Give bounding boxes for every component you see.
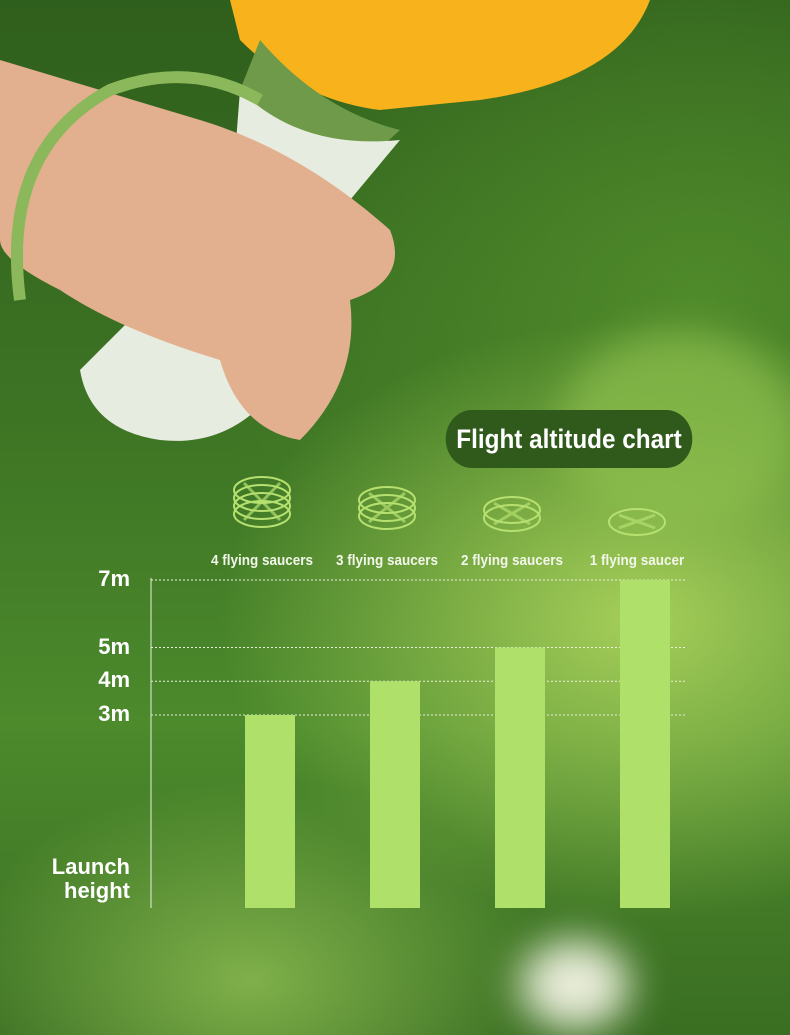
flying-saucer-icon [242,481,282,522]
flying-saucer-icon [233,492,291,520]
category-label: 1 flying saucer [589,552,685,569]
launcher-head [230,0,650,110]
flying-saucer-icon [233,484,291,512]
flying-saucer-icon [368,491,406,524]
category-label: 2 flying saucers [460,552,564,569]
category-label: 3 flying saucers [335,552,439,569]
y-tick-label: 4m [98,667,130,693]
hand [0,60,395,440]
flying-saucer-icon [233,476,291,504]
flying-saucer-icon [358,486,416,514]
y-tick-label: 7m [98,566,130,591]
category-label: 4 flying saucers [210,552,314,569]
bar [370,681,420,908]
bar [620,580,670,908]
flying-saucer-icon [358,502,416,530]
flying-saucer-icon [493,501,531,526]
flying-saucer-icon [483,504,541,532]
y-tick-label: 5m [98,633,130,659]
flying-saucer-icon [358,494,416,522]
bar [495,647,545,908]
background-bokeh [520,940,630,1030]
y-tick-label: 3m [98,701,130,726]
y-tick-label: Launch height [51,854,130,903]
wrist-strap [10,71,263,301]
flying-saucer-icon [483,496,541,524]
bar [245,715,295,908]
flying-saucer-icon [608,508,666,536]
flying-saucer-icon [618,513,656,530]
chart-title: Flight altitude chart [445,410,693,468]
flying-saucer-icon [233,500,291,528]
